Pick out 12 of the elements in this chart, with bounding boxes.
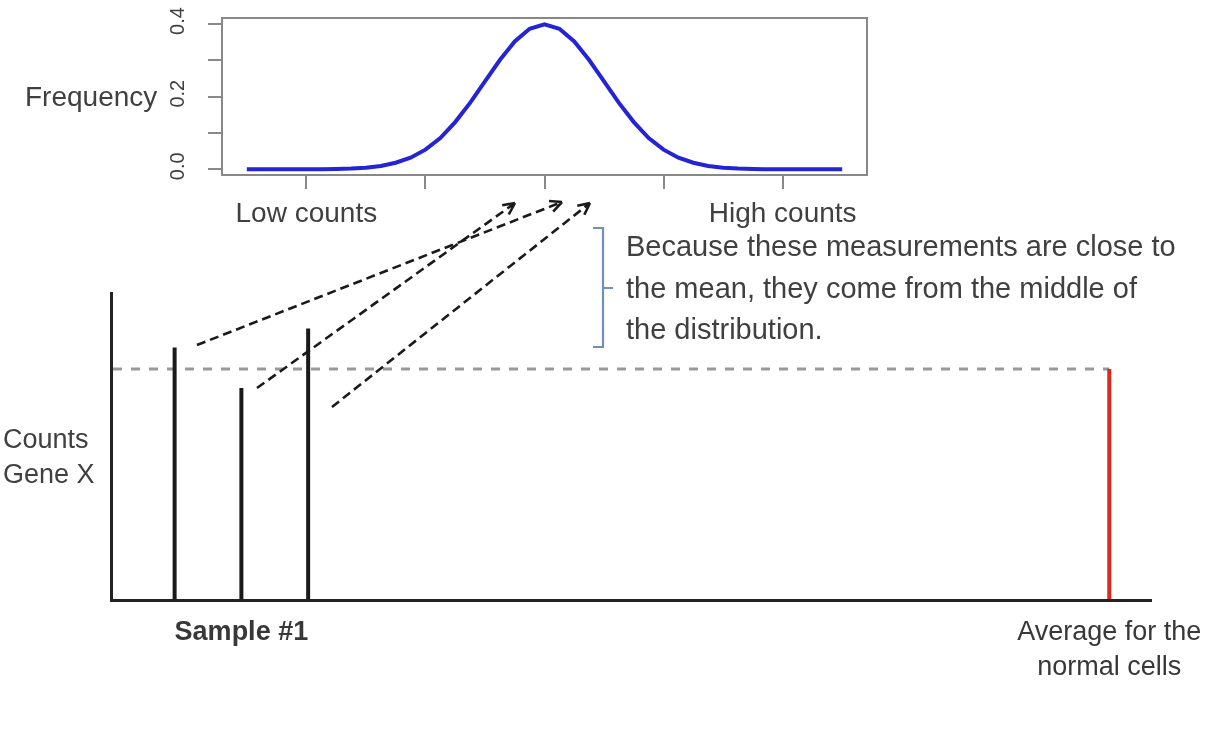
bar (1107, 369, 1112, 599)
x-tick-label: Low counts (235, 197, 378, 229)
y-axis-title: Frequency (25, 81, 158, 112)
y-axis-title: Counts Gene X (3, 424, 95, 490)
x-tick-label: Average for the normal cells (1017, 616, 1202, 682)
annotation: Because these measurements are close to the mean, they come from the middle of the distribution. (626, 230, 1176, 345)
line-series (244, 22, 845, 172)
x-tick-label: High counts (708, 197, 857, 229)
x-tick-label: Sample #1 (174, 616, 309, 647)
y-tick-label: 0.0 (166, 152, 189, 181)
y-tick-label: 0.4 (166, 7, 189, 35)
y-tick-label: 0.2 (166, 79, 189, 108)
